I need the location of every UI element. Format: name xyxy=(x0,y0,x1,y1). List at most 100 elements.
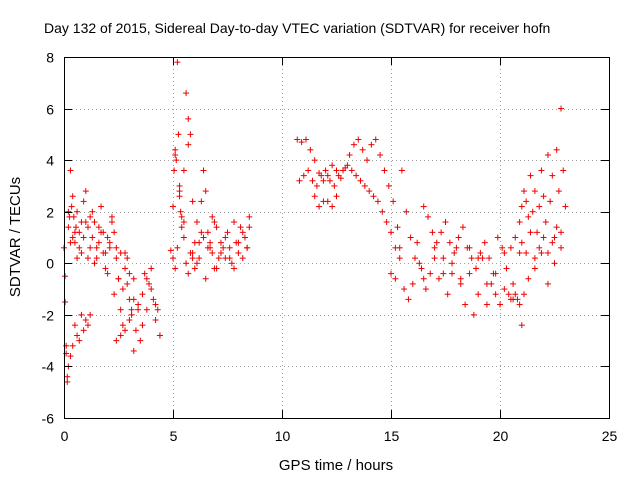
data-point xyxy=(200,167,207,174)
data-point xyxy=(540,193,547,200)
data-point xyxy=(418,265,425,272)
data-point xyxy=(364,157,371,164)
data-point xyxy=(320,177,327,184)
data-point xyxy=(235,249,242,256)
data-point xyxy=(527,172,534,179)
data-point xyxy=(95,239,102,246)
data-point xyxy=(89,234,96,241)
data-point xyxy=(357,177,364,184)
data-point xyxy=(89,208,96,215)
data-point xyxy=(80,327,87,334)
data-point xyxy=(396,244,403,251)
tick-labels: 0 5 10 15 20 25 -6 -4 -2 0 2 4 6 8 xyxy=(42,50,618,445)
data-point xyxy=(122,327,129,334)
data-point xyxy=(333,167,340,174)
data-point xyxy=(340,167,347,174)
data-point xyxy=(420,203,427,210)
data-point xyxy=(170,255,176,262)
y-tick-label: 4 xyxy=(46,153,54,169)
data-point xyxy=(344,162,351,169)
data-point xyxy=(126,317,133,324)
data-point xyxy=(217,249,224,256)
data-point xyxy=(119,322,126,329)
data-point xyxy=(381,167,388,174)
data-point xyxy=(425,213,432,220)
data-point xyxy=(553,146,560,153)
data-point xyxy=(246,224,253,231)
data-point xyxy=(84,255,91,262)
data-point xyxy=(239,229,246,236)
data-point xyxy=(196,255,203,262)
data-point xyxy=(551,234,558,241)
data-point xyxy=(124,280,131,287)
data-point xyxy=(529,208,536,215)
data-point xyxy=(213,224,220,231)
data-point xyxy=(549,172,556,179)
data-point xyxy=(185,141,192,148)
data-point xyxy=(507,244,514,251)
data-point xyxy=(538,167,545,174)
data-point xyxy=(324,198,331,205)
data-point xyxy=(150,296,157,303)
data-point xyxy=(527,229,534,236)
data-points xyxy=(61,59,569,385)
data-point xyxy=(91,260,98,267)
y-tick-label: -6 xyxy=(42,411,55,427)
data-point xyxy=(353,172,360,179)
data-point xyxy=(475,291,482,298)
data-point xyxy=(431,244,438,251)
data-point xyxy=(167,247,174,254)
data-point xyxy=(146,280,153,287)
data-point xyxy=(82,188,89,195)
data-point xyxy=(222,234,229,241)
data-point xyxy=(390,198,397,205)
data-point xyxy=(202,188,209,195)
data-point xyxy=(244,244,251,251)
data-point xyxy=(189,198,196,205)
data-point xyxy=(69,193,76,200)
data-point xyxy=(401,286,408,293)
data-point xyxy=(403,208,410,215)
data-point xyxy=(429,229,436,236)
data-point xyxy=(228,260,235,267)
data-point xyxy=(154,306,161,313)
data-point xyxy=(78,219,85,226)
data-point xyxy=(431,255,438,262)
data-point xyxy=(132,327,139,334)
data-point xyxy=(207,239,214,246)
data-point xyxy=(449,260,456,267)
data-point xyxy=(516,219,523,226)
data-point xyxy=(477,249,484,256)
x-tick-label: 25 xyxy=(602,428,618,444)
data-point xyxy=(64,378,71,385)
x-tick-label: 0 xyxy=(61,428,69,444)
data-point xyxy=(139,291,146,298)
data-point xyxy=(457,280,464,287)
data-point xyxy=(180,167,187,174)
data-point xyxy=(226,244,233,251)
data-point xyxy=(198,198,205,205)
data-point xyxy=(152,317,159,324)
data-point xyxy=(442,219,449,226)
x-tick-label: 20 xyxy=(493,428,509,444)
data-point xyxy=(100,249,107,256)
data-point xyxy=(335,172,342,179)
data-point xyxy=(209,213,216,220)
data-point xyxy=(414,239,421,246)
data-point xyxy=(204,229,211,236)
data-point xyxy=(180,219,187,226)
data-point xyxy=(108,219,115,226)
data-point xyxy=(172,151,179,158)
data-point xyxy=(115,275,122,282)
data-point xyxy=(224,229,231,236)
data-point xyxy=(440,255,447,262)
data-point xyxy=(65,208,72,215)
data-point xyxy=(516,301,523,308)
data-point xyxy=(176,193,183,200)
data-point xyxy=(128,311,135,318)
data-point xyxy=(305,167,312,174)
data-point xyxy=(193,260,200,267)
data-point xyxy=(74,208,81,215)
data-point xyxy=(239,255,246,262)
data-point xyxy=(172,146,179,153)
